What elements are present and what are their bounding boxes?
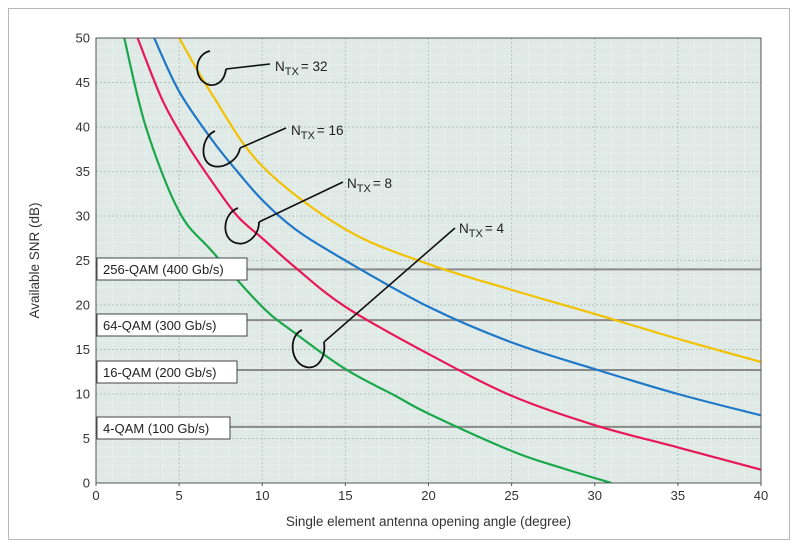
modulation-label: 4-QAM (100 Gb/s) [103,421,209,436]
y-tick-label: 15 [76,342,90,357]
x-tick-label: 15 [338,488,352,503]
y-tick-label: 50 [76,31,90,46]
series-line-ntx-32 [178,38,761,364]
ntx-label: NTX = 4 [459,221,504,240]
ntx-leader-line [258,181,344,223]
x-axis-title: Single element antenna opening angle (de… [286,514,571,529]
major-grid [96,38,761,483]
series-line-ntx-4 [123,38,612,483]
y-tick-label: 25 [76,253,90,268]
ntx-label: NTX = 32 [275,59,327,78]
modulation-label: 16-QAM (200 Gb/s) [103,365,216,380]
series-line-ntx-8 [136,38,761,471]
y-tick-label: 35 [76,164,90,179]
series-curves [123,38,761,483]
ntx-leader-line [323,227,456,343]
y-tick-label: 20 [76,298,90,313]
modulation-label-box [96,313,248,337]
ntx-label: NTX = 16 [291,123,343,142]
modulation-label: 256-QAM (400 Gb/s) [103,262,224,277]
ntx-label: NTX = 8 [347,176,392,195]
modulation-label-box [96,360,238,384]
y-tick-label: 5 [83,431,90,446]
y-tick-label: 30 [76,209,90,224]
x-tick-label: 30 [588,488,602,503]
ntx-bracket [224,207,260,245]
x-tick-label: 35 [671,488,685,503]
modulation-label-box [96,416,231,440]
modulation-label-box [96,257,248,281]
series-line-ntx-16 [153,38,761,417]
x-tick-label: 10 [255,488,269,503]
figure-frame [8,8,790,540]
x-tick-label: 5 [176,488,183,503]
x-tick-label: 40 [754,488,768,503]
ntx-leader-line [239,127,287,149]
x-tick-label: 0 [92,488,99,503]
ntx-bracket [291,329,326,369]
ntx-bracket [196,50,227,86]
modulation-label: 64-QAM (300 Gb/s) [103,318,216,333]
ntx-bracket [202,130,241,168]
x-tick-label: 20 [421,488,435,503]
y-tick-label: 40 [76,120,90,135]
ntx-leader-line [225,63,271,70]
y-tick-label: 45 [76,75,90,90]
y-axis-title: Available SNR (dB) [27,202,42,318]
y-tick-label: 10 [76,387,90,402]
y-tick-label: 0 [83,476,90,491]
x-tick-label: 25 [504,488,518,503]
